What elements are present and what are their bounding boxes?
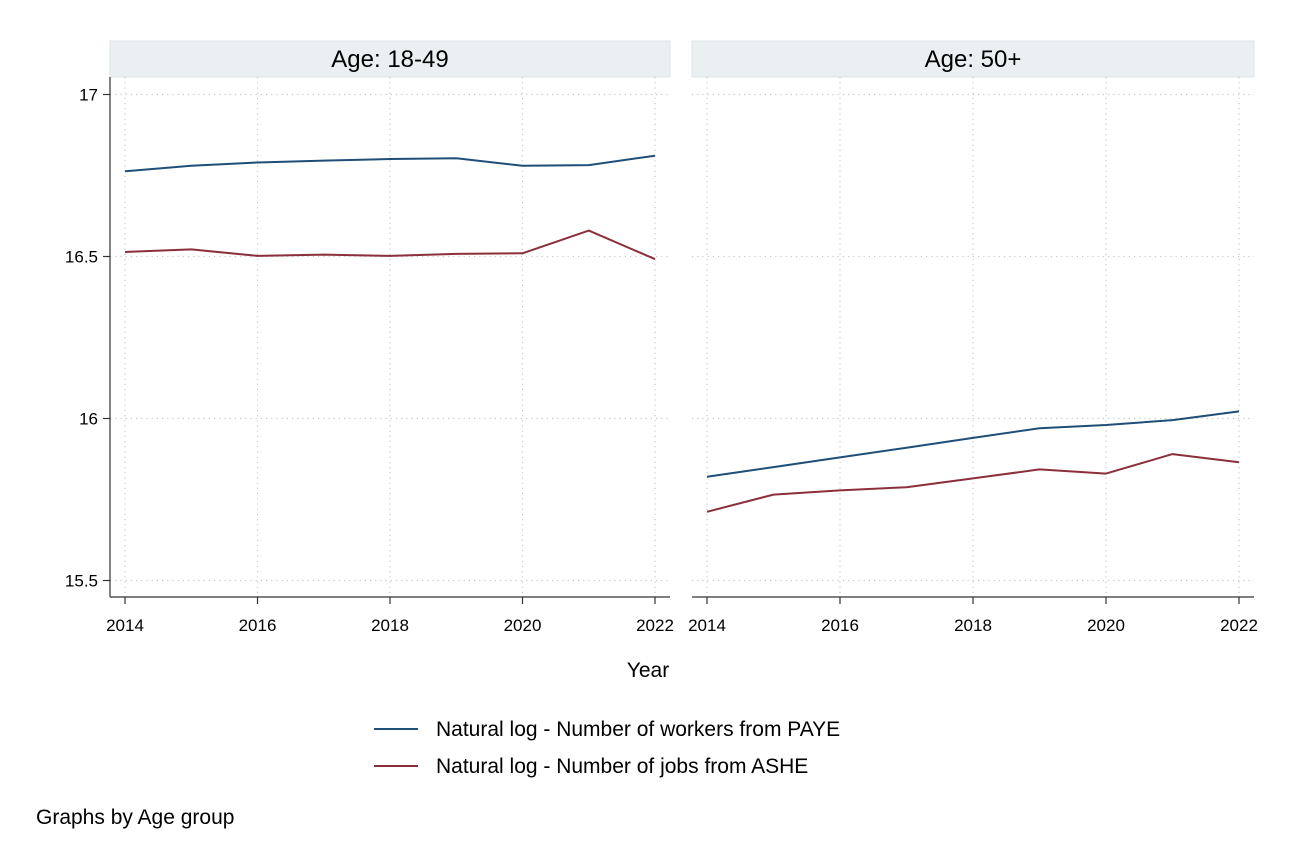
panel-title-strip: [109, 40, 671, 78]
legend-label: Natural log - Number of jobs from ASHE: [436, 755, 808, 778]
series-line-ashe: [706, 453, 1240, 513]
series-line-ashe: [124, 229, 656, 261]
x-tick-label: 2014: [106, 616, 144, 635]
x-tick-label: 2018: [371, 616, 409, 635]
x-tick-label: 2016: [239, 616, 277, 635]
legend-label: Natural log - Number of workers from PAY…: [436, 718, 840, 741]
x-axis-title: Year: [627, 659, 669, 682]
y-tick-label: 17: [79, 86, 98, 105]
x-tick-label: 2014: [688, 616, 726, 635]
x-tick-label: 2020: [504, 616, 542, 635]
series-line-paye: [124, 154, 656, 173]
series-line-paye: [706, 410, 1240, 478]
y-tick-label: 16: [79, 410, 98, 429]
panel-title: Age: 50+: [925, 46, 1022, 73]
panel-title-strip: [691, 40, 1255, 78]
x-tick-label: 2022: [1220, 616, 1258, 635]
x-tick-label: 2020: [1087, 616, 1125, 635]
x-tick-label: 2018: [954, 616, 992, 635]
y-tick-label: 15.5: [65, 572, 98, 591]
x-tick-label: 2016: [821, 616, 859, 635]
panel-title: Age: 18-49: [331, 46, 448, 73]
graph-note: Graphs by Age group: [36, 806, 234, 829]
x-tick-label: 2022: [636, 616, 674, 635]
y-tick-label: 16.5: [65, 248, 98, 267]
